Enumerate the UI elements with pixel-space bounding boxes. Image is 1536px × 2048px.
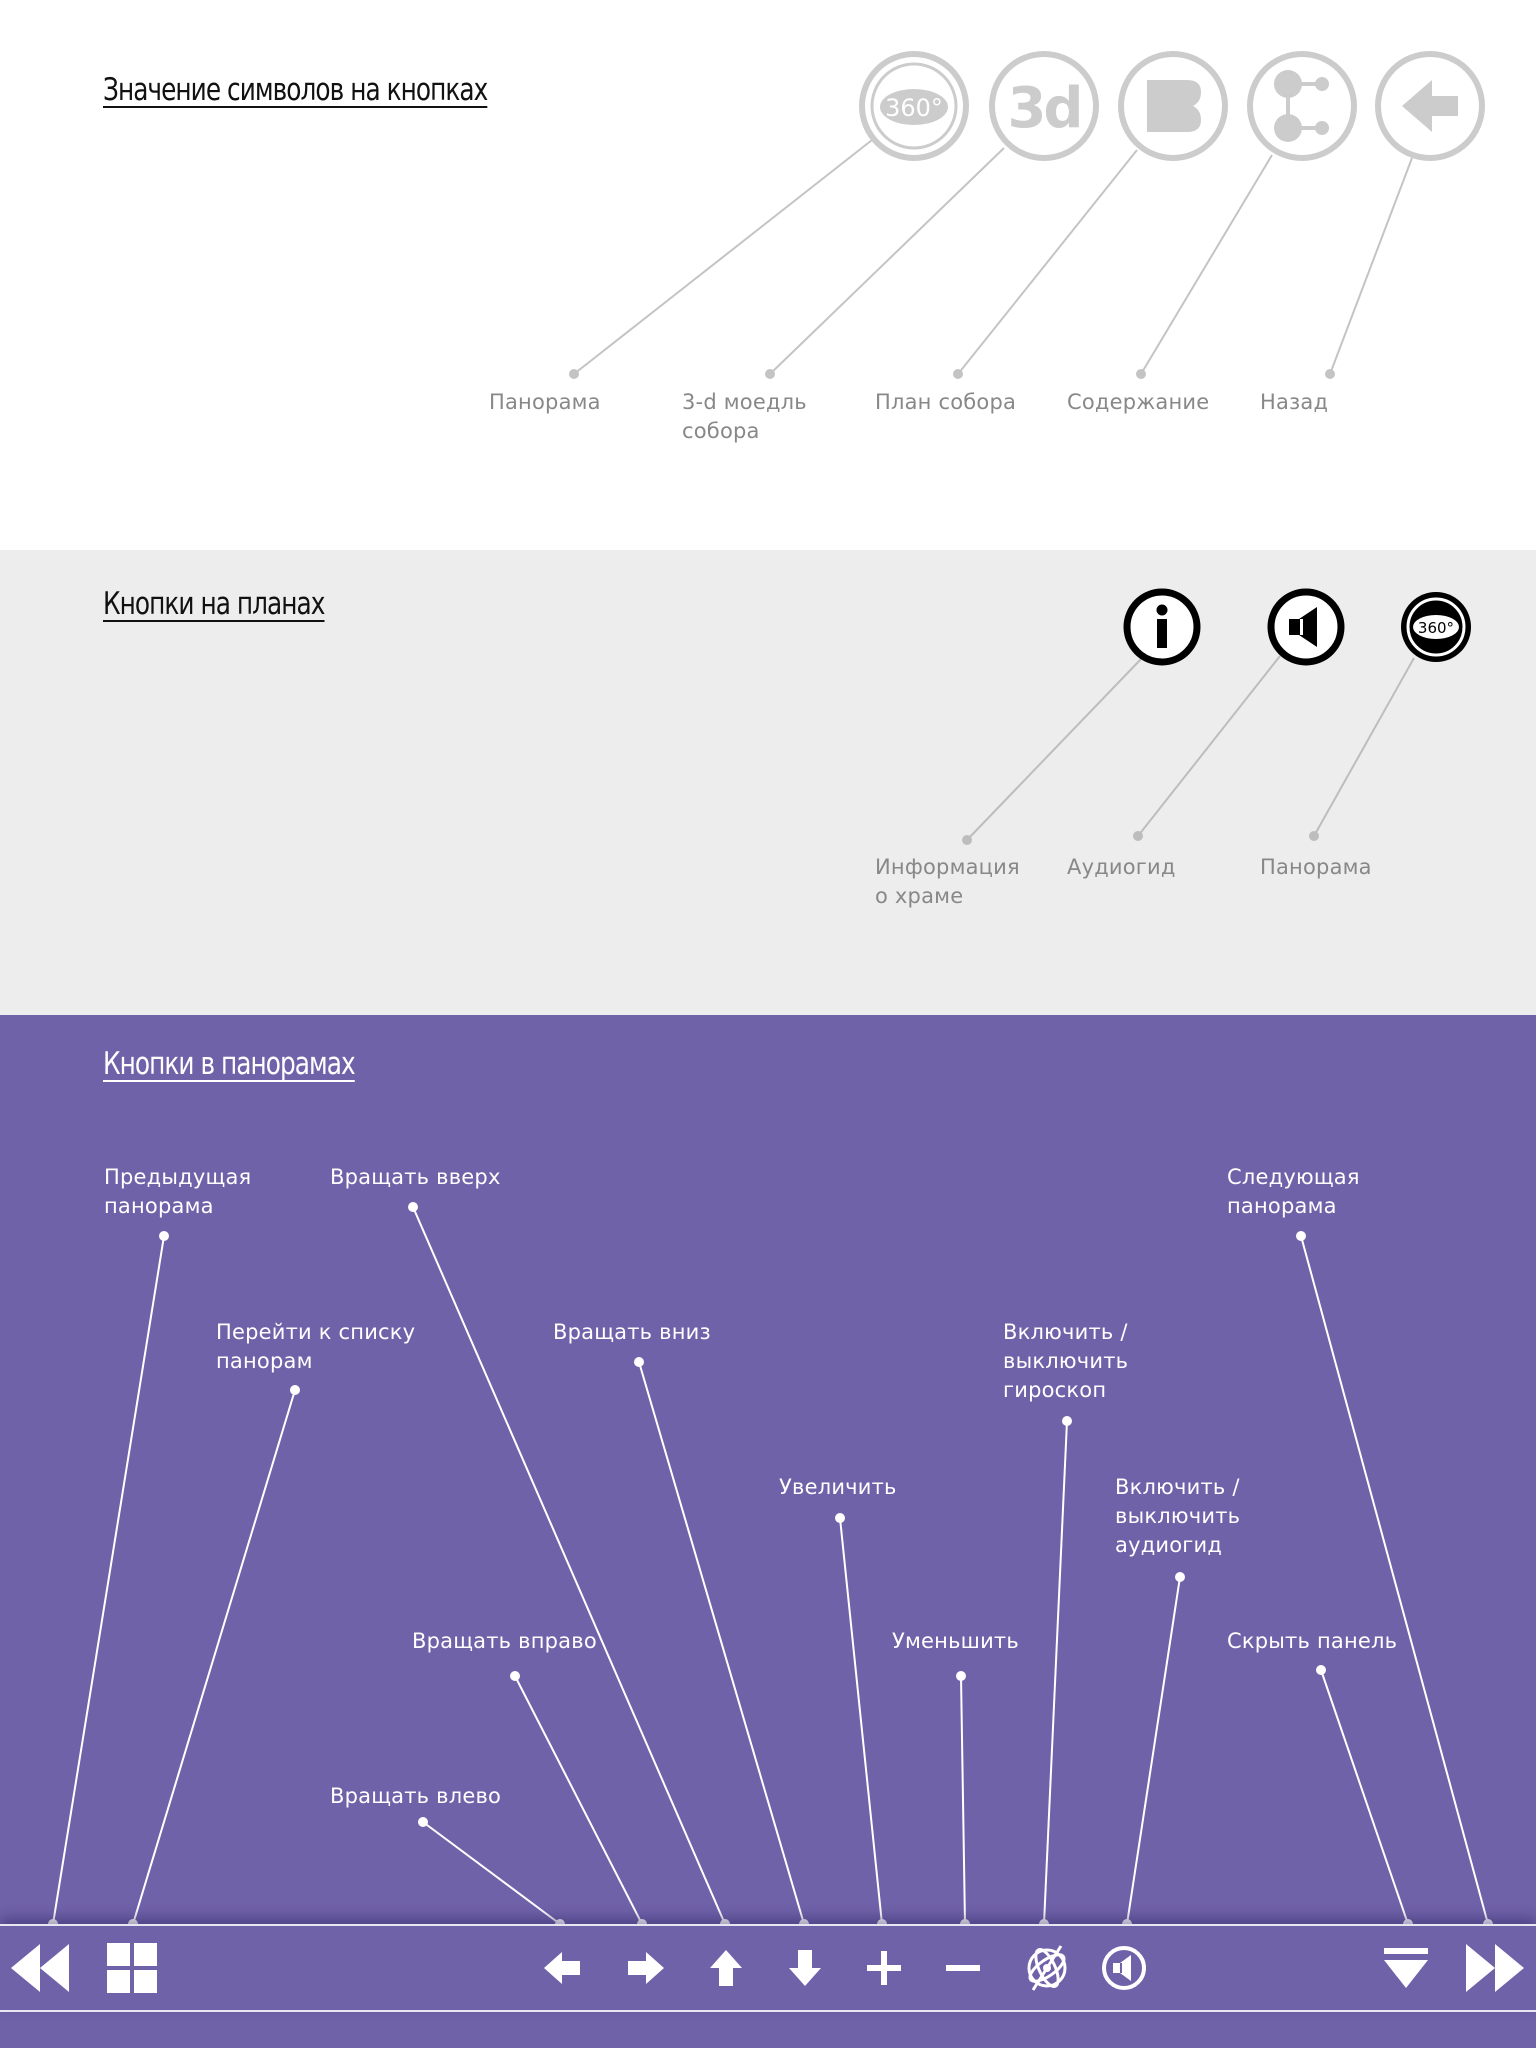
zoom-in-icon [867, 1951, 901, 1985]
label-gyroscope: Включить / выключить гироскоп [1003, 1320, 1129, 1402]
info-icon [1123, 588, 1201, 666]
gyroscope-button[interactable] [1019, 1926, 1075, 2010]
label-back: Назад [1260, 390, 1329, 414]
plans-callout-lines [962, 655, 1415, 845]
rotate-left-button[interactable] [536, 1926, 588, 2010]
rotate-up-button[interactable] [700, 1926, 752, 2010]
plans-section: Кнопки на планах 360° Информация о храме [0, 550, 1536, 1015]
rotate-left-icon [544, 1952, 580, 1984]
symbols-section: Значение символов на кнопках 360° 3d [0, 0, 1536, 550]
contents-button[interactable] [1246, 50, 1358, 166]
audio-toggle-button[interactable] [1098, 1926, 1150, 2010]
label-info: Информация о храме [875, 855, 1020, 908]
audio-icon [1102, 1946, 1146, 1990]
previous-panorama-icon [11, 1944, 69, 1992]
label-panorama-plan: Панорама [1260, 855, 1372, 879]
zoom-out-button[interactable] [937, 1926, 989, 2010]
audio-guide-icon [1267, 588, 1345, 666]
next-panorama-button[interactable] [1460, 1926, 1530, 2010]
gyroscope-icon [1027, 1945, 1067, 1991]
label-hide-panel: Скрыть панель [1227, 1629, 1398, 1653]
label-contents: Содержание [1067, 390, 1210, 414]
back-button[interactable] [1374, 50, 1486, 166]
icon-text-3d: 3d [1007, 76, 1080, 141]
info-button[interactable] [1123, 588, 1201, 670]
label-3d-model: 3-d моедль собора [682, 390, 807, 443]
rotate-down-icon [789, 1950, 821, 1986]
panorama-360-plan-button[interactable]: 360° [1397, 588, 1475, 670]
label-zoom-in: Увеличить [779, 1475, 897, 1499]
panorama-toolbar [0, 1924, 1536, 2012]
3d-model-button[interactable]: 3d [988, 50, 1100, 166]
label-rotate-up: Вращать вверх [330, 1165, 501, 1189]
zoom-in-button[interactable] [858, 1926, 910, 2010]
section-title-panorama: Кнопки в панорамах [103, 1046, 356, 1082]
cathedral-plan-button[interactable] [1117, 50, 1229, 166]
rotate-right-icon [628, 1952, 664, 1984]
3d-model-icon: 3d [989, 51, 1099, 161]
section-title-plans: Кнопки на планах [103, 586, 325, 622]
label-panorama-list: Перейти к списку панорам [216, 1320, 416, 1373]
label-panorama: Панорама [489, 390, 601, 414]
next-panorama-icon [1466, 1944, 1524, 1992]
cathedral-plan-icon [1118, 51, 1228, 161]
panorama-360-icon: 360° [859, 51, 969, 161]
panorama-360-button[interactable]: 360° [858, 50, 970, 166]
label-next-panorama: Следующая панорама [1227, 1165, 1360, 1218]
section-title-symbols: Значение символов на кнопках [103, 72, 488, 108]
panorama-list-icon [107, 1943, 157, 1993]
label-zoom-out: Уменьшить [892, 1629, 1019, 1653]
back-arrow-icon [1375, 51, 1485, 161]
label-rotate-right: Вращать вправо [412, 1629, 597, 1653]
symbols-callout-lines [569, 139, 1413, 379]
label-rotate-down: Вращать вниз [553, 1320, 711, 1344]
zoom-out-icon [946, 1965, 980, 1971]
icon-text-360: 360° [885, 94, 943, 122]
audio-guide-button[interactable] [1267, 588, 1345, 670]
rotate-up-icon [710, 1950, 742, 1986]
previous-panorama-button[interactable] [6, 1926, 74, 2010]
rotate-down-button[interactable] [779, 1926, 831, 2010]
icon-text-360: 360° [1418, 619, 1454, 637]
panorama-section: Кнопки в панорамах Предыдущая панорама В… [0, 1015, 1536, 2048]
label-prev-panorama: Предыдущая панорама [104, 1165, 252, 1218]
label-audio-guide: Аудиогид [1067, 855, 1176, 879]
hide-panel-icon [1384, 1948, 1428, 1988]
panorama-list-button[interactable] [100, 1926, 164, 2010]
hide-panel-button[interactable] [1378, 1926, 1434, 2010]
contents-icon [1247, 51, 1357, 161]
label-audio-guide-toggle: Включить / выключить аудиогид [1115, 1475, 1241, 1557]
panorama-360-icon: 360° [1401, 592, 1471, 662]
label-cathedral-plan: План собора [875, 390, 1017, 414]
rotate-right-button[interactable] [620, 1926, 672, 2010]
label-rotate-left: Вращать влево [330, 1784, 502, 1808]
